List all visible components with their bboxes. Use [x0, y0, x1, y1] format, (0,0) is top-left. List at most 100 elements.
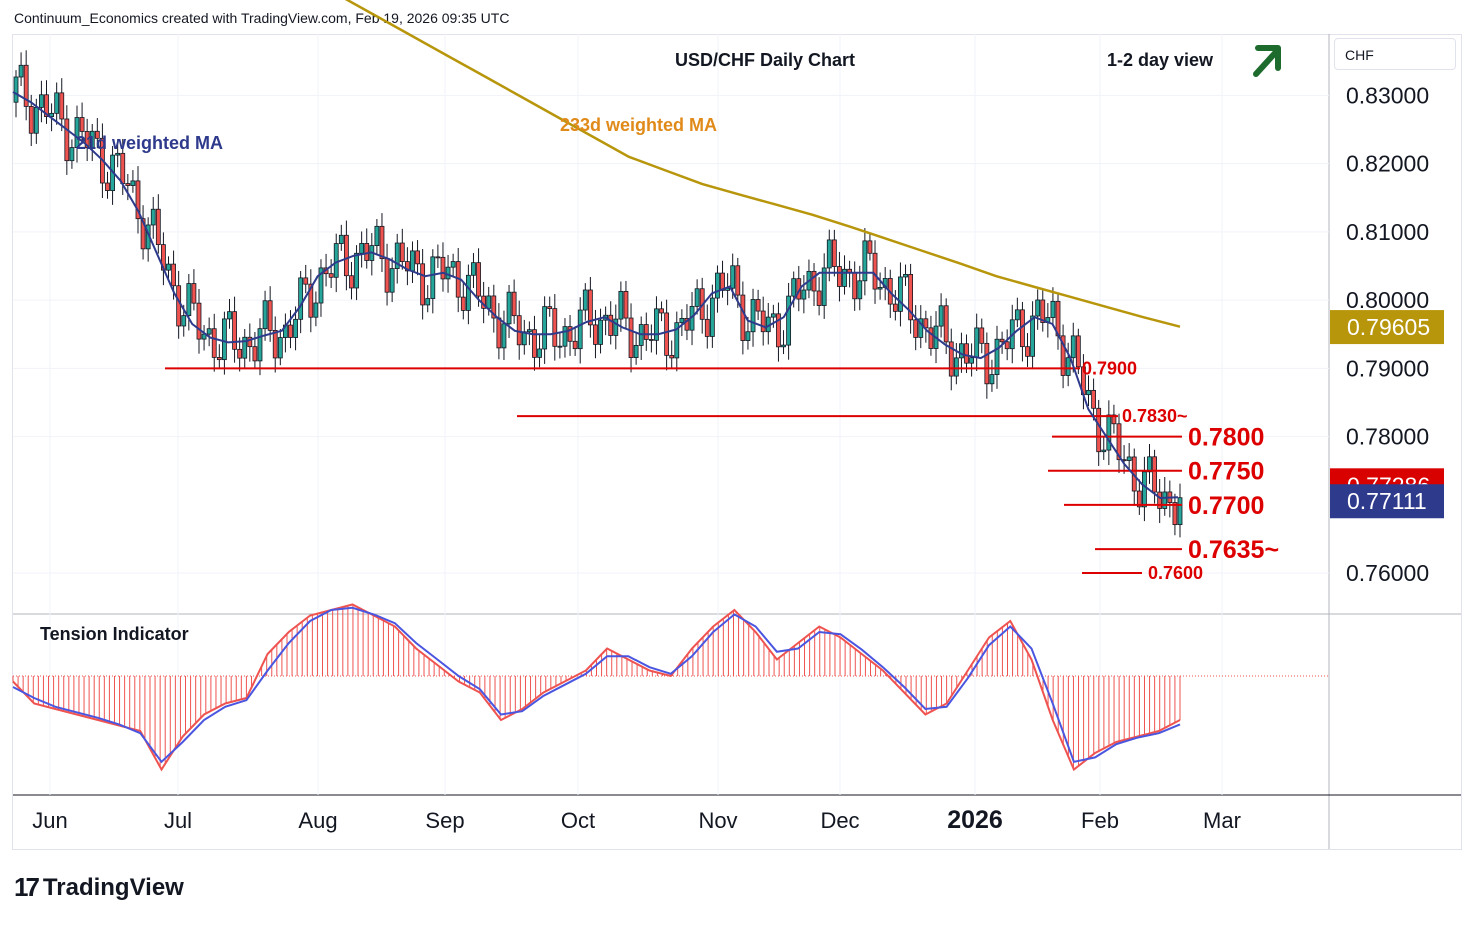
candle-body [298, 277, 304, 320]
candle-body [303, 277, 309, 285]
candle-body [1162, 491, 1168, 509]
candle-body [130, 180, 136, 186]
candle-body [1035, 299, 1041, 317]
candle-body [262, 300, 268, 330]
candle-body [664, 312, 670, 356]
candle-body [1111, 414, 1117, 425]
candle-body [364, 243, 370, 261]
candle-body [694, 288, 700, 307]
candle-body [1091, 389, 1096, 409]
candle-body [679, 317, 685, 324]
candle-body [923, 318, 929, 329]
candle-body [730, 265, 736, 289]
candle-body [176, 285, 182, 327]
candle-body [633, 345, 639, 358]
candle-body [69, 147, 75, 162]
level-label: 0.7800 [1188, 424, 1264, 452]
candle-body [964, 343, 969, 364]
candle-body [59, 92, 65, 120]
candle-body [735, 265, 741, 296]
arrow-up-right-icon [1253, 45, 1281, 77]
candle-body [862, 240, 868, 282]
candle-body [577, 309, 583, 350]
candle-body [120, 152, 126, 184]
candle-body [272, 330, 278, 359]
candle-body [181, 315, 187, 327]
candle-body [903, 273, 908, 278]
candle-body [471, 262, 476, 276]
ma21-label: 21d weighted MA [76, 133, 223, 153]
candle-body [908, 273, 914, 321]
view-label: 1-2 day view [1107, 50, 1214, 70]
candle-body [542, 306, 548, 350]
candle-body [1060, 335, 1066, 376]
candle-body [1096, 407, 1102, 453]
tradingview-logo[interactable]: 17 TradingView [14, 872, 184, 903]
candle-body [557, 345, 563, 348]
candle-body [715, 272, 720, 299]
candle-body [54, 92, 60, 114]
candle-body [547, 306, 553, 310]
candle-body [389, 268, 395, 293]
x-tick-label: 2026 [947, 806, 1003, 834]
candle-body [1050, 300, 1056, 318]
candle-body [526, 329, 532, 333]
currency-label[interactable]: CHF [1334, 38, 1456, 70]
x-tick-label: Jun [32, 808, 67, 833]
chart-frame [12, 34, 1462, 850]
candle-body [582, 289, 588, 311]
time-axis: Jun Jul Aug Sep Oct Nov Dec 2026 Feb Mar [32, 806, 1241, 834]
price-tag-label: 0.79605 [1347, 314, 1430, 340]
price-tag-label: 0.77111 [1347, 488, 1427, 514]
candle-body [115, 152, 121, 156]
candle-body [1126, 456, 1132, 461]
candle-body [598, 319, 603, 345]
x-tick-label: Dec [820, 808, 859, 833]
candle-body [1070, 335, 1076, 359]
candle-body [623, 290, 629, 319]
chart-title: USD/CHF Daily Chart [675, 50, 855, 70]
candle-body [537, 348, 542, 358]
candle-body [435, 256, 441, 259]
candle-body [776, 313, 781, 348]
candle-body [959, 343, 964, 359]
candle-body [450, 261, 456, 268]
candle-body [938, 305, 944, 327]
candle-body [674, 322, 680, 359]
candle-body [216, 357, 222, 361]
candle-body [811, 270, 817, 292]
candle-body [379, 225, 385, 260]
level-label: 0.7600 [1148, 563, 1203, 583]
candle-body [857, 280, 863, 300]
candle-body [867, 240, 873, 254]
candle-body [740, 294, 746, 341]
candle-body [562, 326, 568, 347]
candle-body [196, 302, 202, 340]
candle-body [872, 252, 878, 290]
level-label: 0.7750 [1188, 458, 1264, 486]
candle-body [94, 130, 100, 139]
support-resistance-levels: 0.7900 0.7830~0.7800 0.7750 0.7700 0.7635~0.… [165, 358, 1279, 583]
candle-body [13, 76, 19, 103]
candle-body [242, 336, 248, 359]
candle-body [984, 342, 990, 385]
candle-body [465, 274, 471, 311]
candle-body [593, 324, 598, 345]
candle-body [1086, 389, 1091, 396]
candle-body [501, 323, 507, 349]
candle-body [384, 258, 390, 293]
candle-body [252, 346, 258, 362]
candle-body [1065, 357, 1071, 376]
candle-body [1177, 497, 1183, 526]
candle-body [1030, 315, 1035, 357]
candle-body [359, 243, 365, 254]
candle-body [801, 289, 807, 300]
candle-body [354, 252, 359, 289]
candle-body [410, 250, 415, 272]
candle-body [852, 272, 858, 300]
candle-body [293, 318, 298, 338]
y-tick-label: 0.81000 [1346, 219, 1429, 245]
candle-body [206, 328, 212, 335]
candle-body [821, 267, 827, 306]
